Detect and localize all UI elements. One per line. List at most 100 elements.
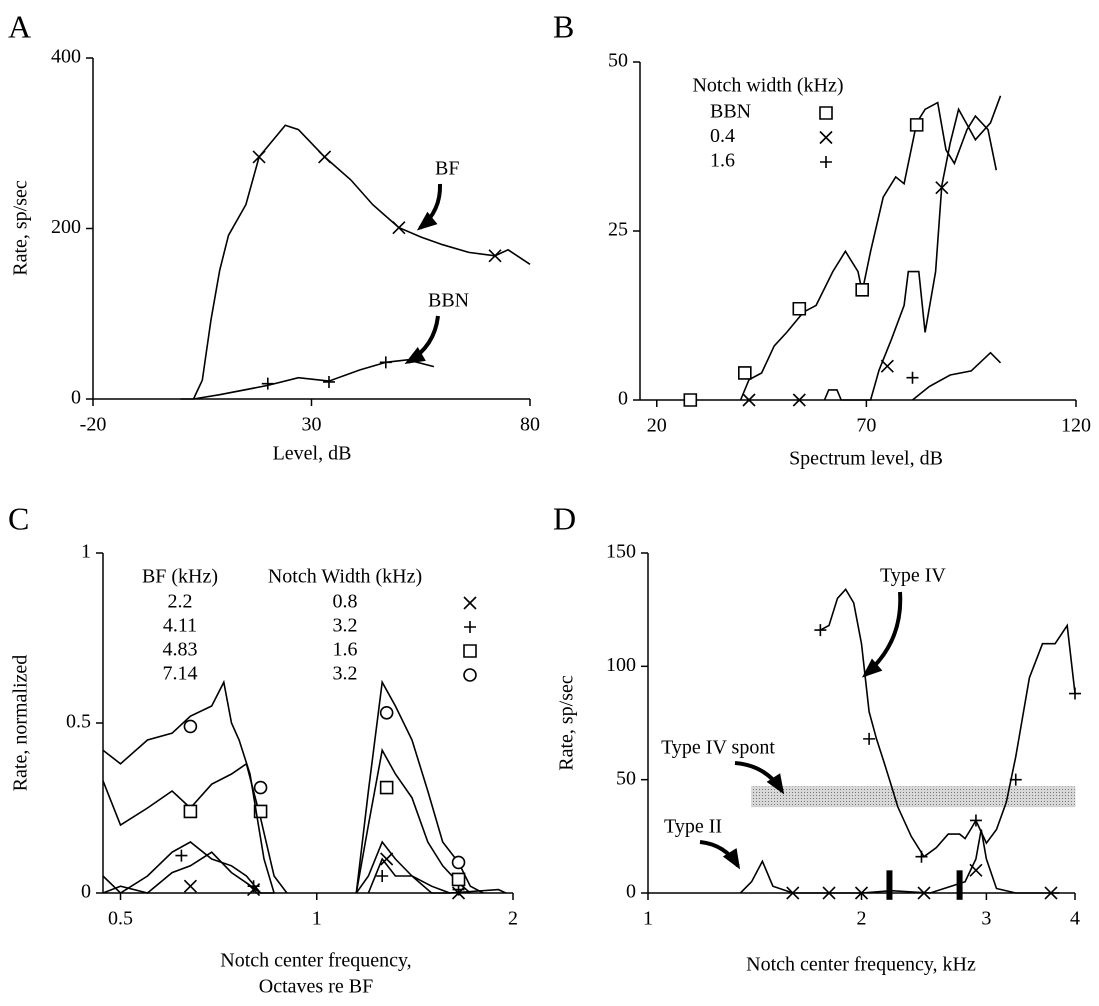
marker — [183, 879, 197, 893]
y-axis-label: Rate, normalized — [10, 655, 32, 792]
x-tick-label: 0.5 — [108, 908, 133, 930]
curve — [102, 840, 451, 895]
curve — [820, 587, 1076, 858]
x-tick-label: -20 — [80, 414, 107, 436]
legend-bf: 7.14 — [163, 663, 198, 685]
y-tick-label: 150 — [606, 541, 636, 563]
legend-symbol — [819, 130, 833, 145]
arrow-head — [416, 211, 438, 231]
marker — [379, 780, 394, 795]
legend-symbol — [819, 106, 833, 120]
arrow-head — [861, 658, 883, 678]
marker — [792, 301, 807, 316]
marker — [683, 393, 698, 407]
y-tick-label: 400 — [51, 46, 81, 68]
panel-letter: A — [8, 8, 31, 44]
curve — [739, 101, 998, 401]
legend-symbol — [464, 621, 476, 633]
y-tick-label: 1 — [81, 541, 91, 563]
annotation: Type IV — [880, 565, 946, 587]
marker — [252, 150, 266, 164]
y-tick-label: 50 — [616, 767, 636, 789]
marker — [392, 221, 406, 235]
legend-notch-width: 3.2 — [333, 663, 358, 685]
marker — [1044, 886, 1058, 900]
marker — [379, 706, 394, 720]
y-tick-label: 25 — [608, 219, 628, 241]
legend-symbol — [820, 156, 832, 168]
marker — [822, 886, 836, 900]
legend-title: Notch width (kHz) — [692, 75, 843, 97]
x-axis-label: Notch center frequency, kHz — [746, 954, 976, 976]
marker — [786, 886, 800, 900]
legend-bf: 4.83 — [163, 639, 198, 661]
marker — [742, 393, 756, 407]
curve — [739, 829, 1060, 894]
y-tick-label: 0 — [81, 881, 91, 903]
legend-symbol — [463, 668, 477, 682]
y-tick-label: 0 — [626, 881, 636, 903]
marker — [1009, 773, 1022, 786]
x-axis-label: Notch center frequency, — [220, 950, 411, 972]
marker — [380, 852, 394, 866]
curve — [102, 679, 484, 894]
x-tick-label: 1 — [312, 908, 322, 930]
legend-bf: 4.11 — [163, 615, 197, 637]
marker — [261, 377, 274, 390]
spont-band — [751, 786, 1076, 808]
marker — [253, 804, 268, 819]
curve — [823, 95, 1002, 401]
marker — [814, 624, 827, 637]
marker — [917, 886, 931, 900]
y-tick-label: 0 — [618, 388, 628, 410]
y-tick-label: 200 — [51, 216, 81, 238]
marker — [451, 872, 466, 887]
notch-edge-bar — [886, 870, 893, 900]
marker — [906, 371, 919, 384]
x-tick-label: 80 — [520, 414, 540, 436]
curve — [180, 358, 435, 400]
legend-notch-width: 0.8 — [333, 591, 358, 613]
legend-symbol — [463, 644, 477, 658]
y-axis-label: Rate, sp/sec — [556, 675, 578, 771]
marker — [247, 880, 260, 893]
legend-label: BBN — [710, 101, 751, 123]
annotation: BBN — [428, 290, 469, 312]
marker — [1069, 687, 1081, 700]
x-axis-label: Level, dB — [273, 443, 352, 465]
x-tick-label: 1 — [643, 908, 653, 930]
x-tick-label: 2 — [508, 908, 518, 930]
marker — [880, 359, 894, 373]
x-tick-label: 70 — [856, 415, 876, 437]
y-tick-label: 0.5 — [66, 711, 91, 733]
marker — [792, 393, 806, 407]
legend-notch-width: 1.6 — [333, 639, 358, 661]
marker — [863, 732, 876, 745]
y-axis-label: Rate, sp/sec — [10, 180, 32, 276]
marker — [854, 886, 869, 900]
x-tick-label: 30 — [302, 414, 322, 436]
x-tick-label: 3 — [981, 908, 991, 930]
marker — [488, 249, 502, 263]
annotation: BF — [435, 158, 459, 180]
annotation: Type II — [664, 816, 722, 838]
legend-header: Notch Width (kHz) — [268, 566, 422, 588]
marker — [376, 870, 389, 882]
y-tick-label: 100 — [606, 654, 636, 676]
y-tick-label: 50 — [608, 50, 628, 72]
panel-letter: B — [553, 8, 574, 44]
arrow-head — [404, 347, 426, 365]
panel-letter: D — [553, 500, 576, 536]
annotation: Type IV spont — [661, 737, 775, 759]
legend-symbol — [463, 596, 477, 610]
marker — [183, 719, 198, 734]
x-tick-label: 2 — [857, 908, 867, 930]
marker — [738, 366, 752, 380]
arrow-head — [766, 773, 785, 795]
legend-label: 0.4 — [710, 125, 735, 147]
x-tick-label: 4 — [1070, 908, 1080, 930]
marker — [909, 118, 924, 132]
marker — [253, 780, 268, 795]
legend-notch-width: 3.2 — [333, 615, 358, 637]
